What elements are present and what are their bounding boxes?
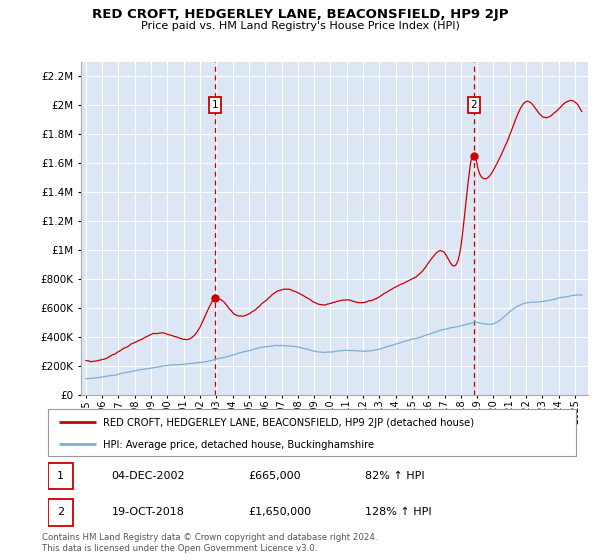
Text: 04-DEC-2002: 04-DEC-2002 (112, 471, 185, 481)
Text: HPI: Average price, detached house, Buckinghamshire: HPI: Average price, detached house, Buck… (103, 440, 374, 450)
Text: £665,000: £665,000 (248, 471, 301, 481)
Text: Price paid vs. HM Land Registry's House Price Index (HPI): Price paid vs. HM Land Registry's House … (140, 21, 460, 31)
Text: £1,650,000: £1,650,000 (248, 507, 312, 517)
Text: 2: 2 (470, 100, 477, 110)
Text: 19-OCT-2018: 19-OCT-2018 (112, 507, 184, 517)
FancyBboxPatch shape (48, 409, 576, 456)
Text: 2: 2 (57, 507, 64, 517)
Text: 128% ↑ HPI: 128% ↑ HPI (365, 507, 431, 517)
Text: 1: 1 (57, 471, 64, 481)
Text: RED CROFT, HEDGERLEY LANE, BEACONSFIELD, HP9 2JP: RED CROFT, HEDGERLEY LANE, BEACONSFIELD,… (92, 8, 508, 21)
Text: 82% ↑ HPI: 82% ↑ HPI (365, 471, 424, 481)
Text: Contains HM Land Registry data © Crown copyright and database right 2024.
This d: Contains HM Land Registry data © Crown c… (42, 533, 377, 553)
Text: RED CROFT, HEDGERLEY LANE, BEACONSFIELD, HP9 2JP (detached house): RED CROFT, HEDGERLEY LANE, BEACONSFIELD,… (103, 418, 475, 428)
FancyBboxPatch shape (48, 463, 73, 489)
Text: 1: 1 (212, 100, 218, 110)
FancyBboxPatch shape (48, 499, 73, 526)
